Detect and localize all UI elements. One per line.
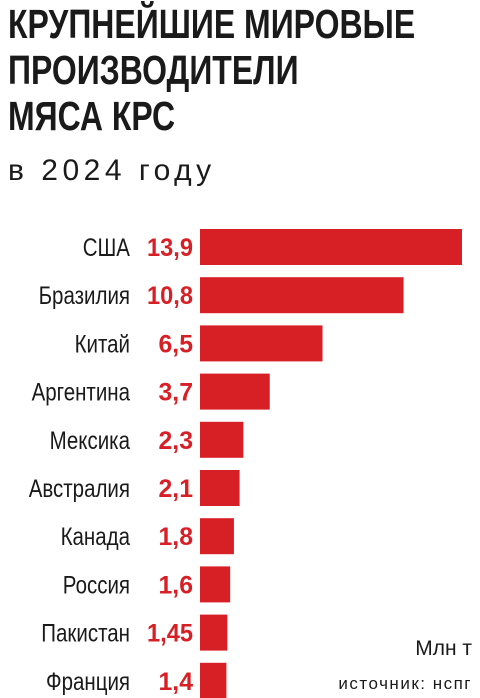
value-label-0: 13,9	[147, 234, 193, 262]
bar-6	[200, 518, 234, 555]
category-label-4: Мексика	[50, 427, 130, 455]
bar-1	[200, 277, 404, 314]
title-line-1: КРУПНЕЙШИЕ МИРОВЫЕ	[8, 1, 416, 47]
bar-9	[200, 662, 227, 698]
bar-3	[200, 373, 270, 410]
source-label: источник: нспг	[338, 674, 472, 693]
value-label-2: 6,5	[159, 330, 194, 358]
subtitle: в 2024 году	[8, 154, 216, 187]
title-line-2: ПРОИЗВОДИТЕЛИ	[8, 47, 299, 93]
value-label-1: 10,8	[147, 282, 193, 310]
value-label-7: 1,6	[159, 571, 194, 599]
bar-0	[200, 229, 462, 265]
value-label-5: 2,1	[159, 475, 194, 503]
category-label-5: Австралия	[29, 475, 130, 503]
bar-4	[200, 421, 244, 458]
category-label-0: США	[83, 234, 131, 262]
category-label-6: Канада	[61, 523, 130, 551]
category-label-7: Россия	[63, 571, 130, 599]
title-line-3: МЯСА КРС	[8, 93, 176, 139]
value-label-4: 2,3	[159, 427, 194, 455]
category-label-3: Аргентина	[32, 379, 130, 407]
category-label-1: Бразилия	[39, 282, 130, 310]
bar-7	[200, 566, 231, 603]
bar-2	[200, 325, 323, 362]
bar-5	[200, 470, 240, 506]
category-label-8: Пакистан	[41, 620, 130, 648]
value-label-8: 1,45	[147, 620, 193, 648]
value-label-6: 1,8	[159, 523, 194, 551]
value-label-3: 3,7	[159, 379, 194, 407]
bar-8	[200, 614, 228, 651]
unit-label: Млн т	[415, 637, 472, 660]
category-label-2: Китай	[75, 330, 130, 358]
value-label-9: 1,4	[159, 668, 194, 696]
category-label-9: Франция	[46, 668, 130, 696]
